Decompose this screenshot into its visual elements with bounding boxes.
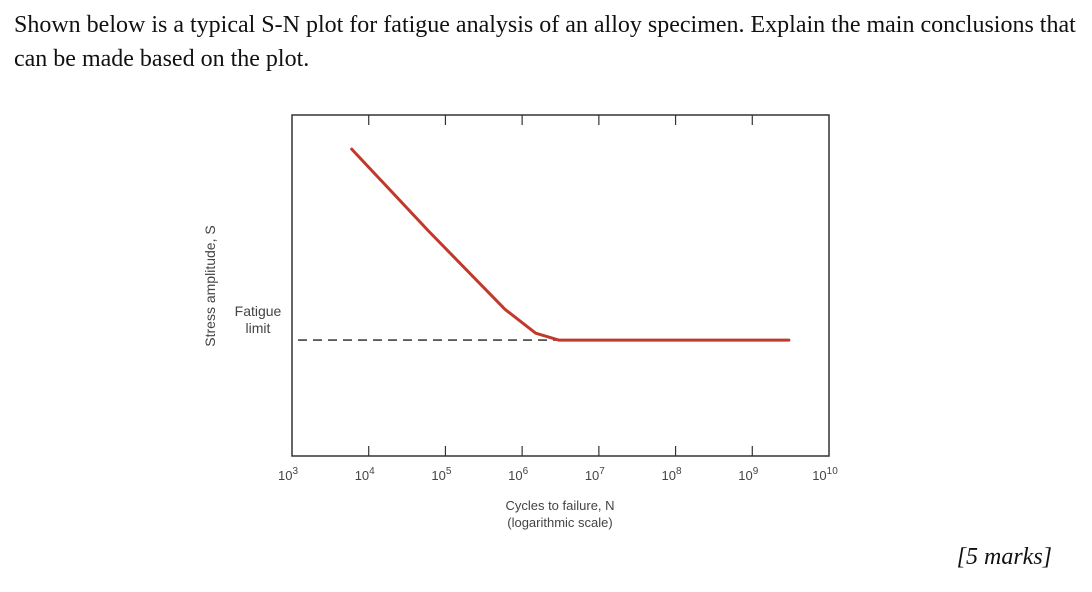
fatigue-limit-label-line2: limit [246,320,271,336]
plot-frame [291,114,830,457]
x-tick-label: 107 [585,466,605,483]
x-tick-label: 103 [278,466,298,483]
sn-curve [350,147,791,342]
x-tick-label: 105 [431,466,451,483]
x-tick-label: 104 [355,466,375,483]
x-tick-label: 1010 [812,466,838,483]
y-axis-label: Stress amplitude, S [202,225,218,346]
x-ticks [368,115,753,456]
x-tick-label: 106 [508,466,528,483]
x-tick-labels: 103 104 105 106 107 108 109 1010 [278,466,838,483]
x-tick-label: 108 [662,466,682,483]
x-tick-label: 109 [738,466,758,483]
x-axis-label: Cycles to failure, N [505,498,614,513]
x-axis-note: (logarithmic scale) [507,515,612,530]
question-text: Shown below is a typical S-N plot for fa… [14,12,1076,72]
fatigue-limit-label-line1: Fatigue [235,303,282,319]
marks-label: [5 marks] [956,544,1052,570]
